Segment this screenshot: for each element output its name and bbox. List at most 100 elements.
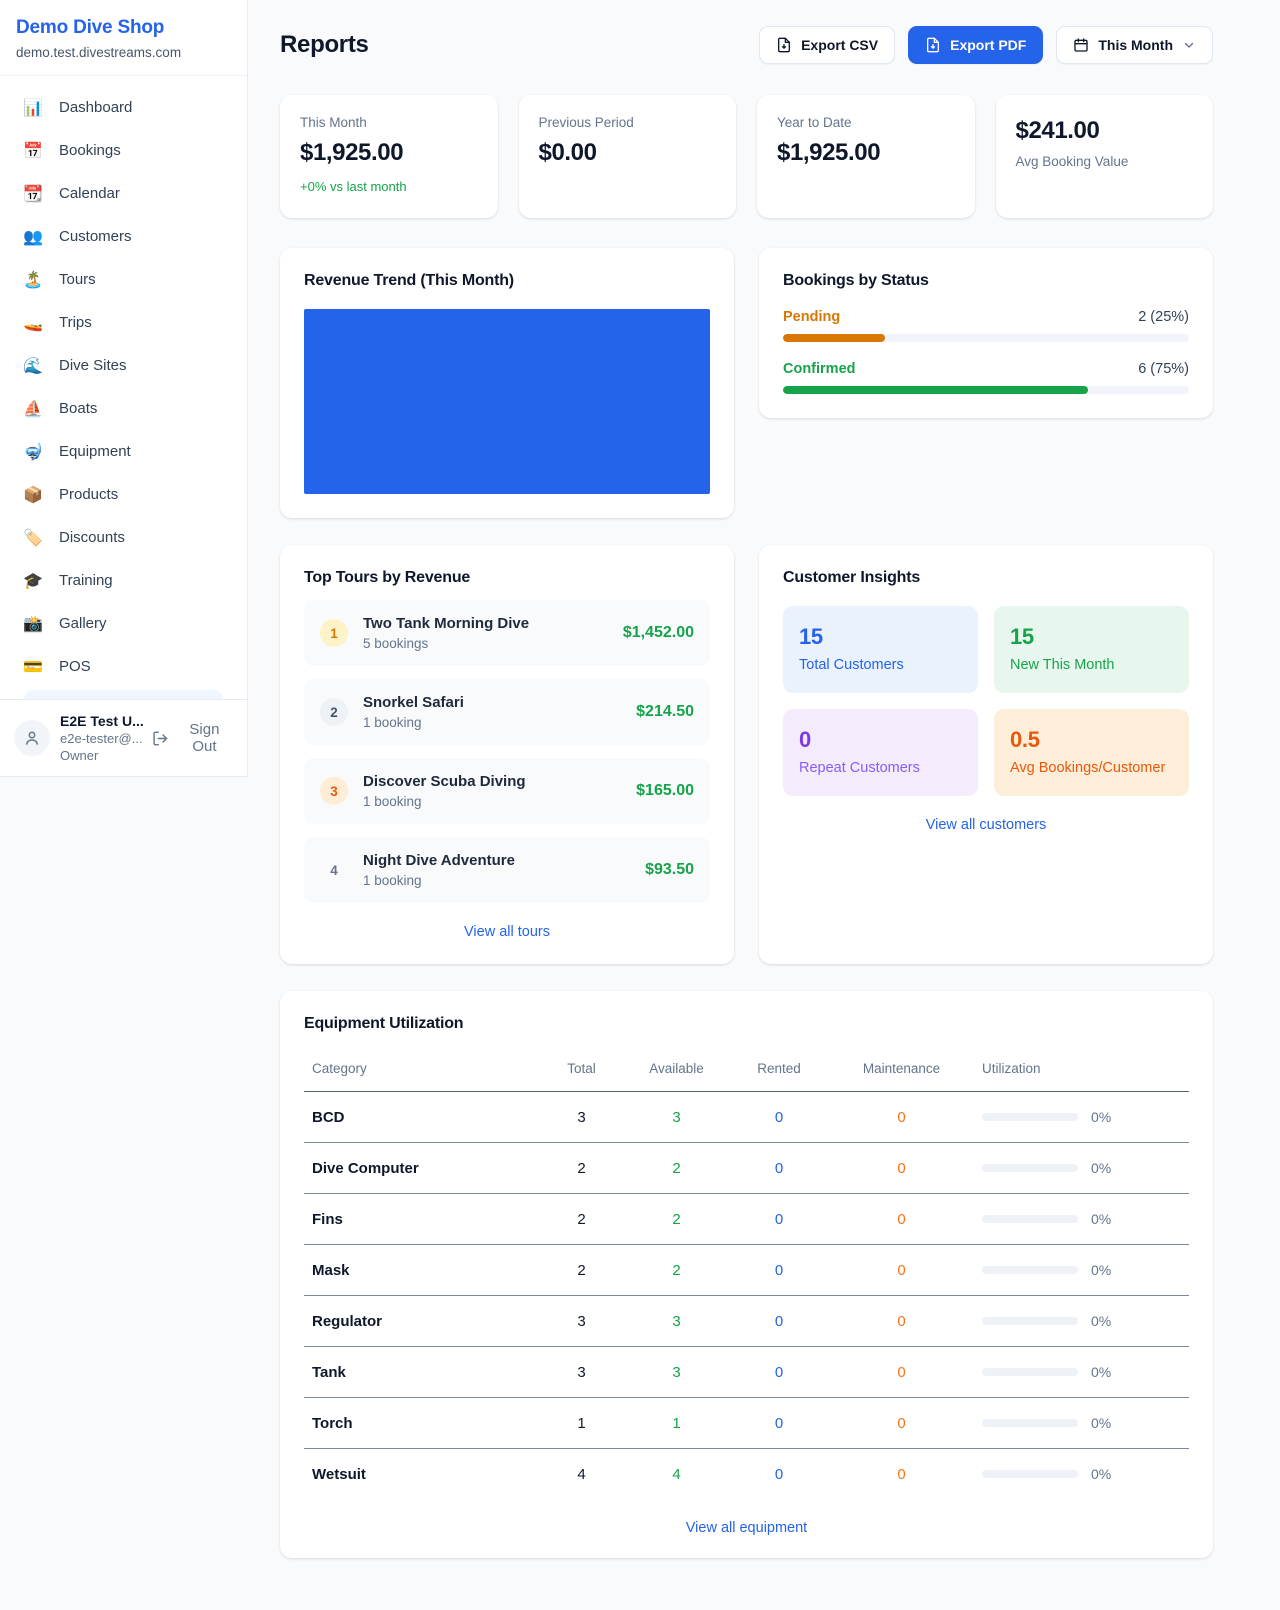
revenue-trend-chart [304, 309, 710, 494]
utilization-cell: 0% [982, 1211, 1181, 1227]
stat-label: Year to Date [777, 115, 852, 130]
utilization-bar [982, 1470, 1078, 1478]
discounts-icon: 🏷️ [23, 529, 43, 547]
utilization-percent: 0% [1091, 1211, 1112, 1227]
sign-out-icon [153, 731, 168, 745]
equipment-table: Category Total Available Rented Maintena… [304, 1049, 1189, 1499]
cell-category: Mask [304, 1244, 539, 1296]
tile-label: Total Customers [799, 657, 904, 673]
utilization-percent: 0% [1091, 1313, 1112, 1329]
calendar-icon: 📆 [23, 185, 43, 203]
sidebar-item-pos[interactable]: 💳 POS [12, 645, 235, 688]
utilization-cell: 0% [982, 1160, 1181, 1176]
sidebar-item-discounts[interactable]: 🏷️ Discounts [12, 516, 235, 559]
training-icon: 🎓 [23, 572, 43, 590]
cell-category: Wetsuit [312, 1465, 366, 1483]
sidebar-item-label: Discounts [59, 529, 125, 546]
sidebar-item-equipment[interactable]: 🤿 Equipment [12, 430, 235, 473]
utilization-bar [982, 1317, 1078, 1325]
sidebar-item-bookings[interactable]: 📅 Bookings [12, 129, 235, 172]
utilization-cell: 0% [982, 1262, 1181, 1278]
bookings-by-status-panel: Bookings by Status Pending 2 (25%) Confi… [759, 248, 1213, 418]
tour-row[interactable]: 2 Snorkel Safari 1 booking $214.50 [304, 679, 710, 745]
utilization-percent: 0% [1091, 1466, 1112, 1482]
period-dropdown[interactable]: This Month [1056, 26, 1213, 64]
cell-rented: 0 [729, 1397, 829, 1449]
tour-name: Night Dive Adventure [363, 852, 515, 869]
view-all-tours-link[interactable]: View all tours [464, 924, 550, 940]
top-tours-panel: Top Tours by Revenue 1 Two Tank Morning … [280, 545, 734, 964]
utilization-cell: 0% [982, 1364, 1181, 1380]
tile-repeat-customers: 0 Repeat Customers [783, 709, 978, 796]
tile-value: 0.5 [1010, 727, 1040, 752]
tour-row[interactable]: 4 Night Dive Adventure 1 booking $93.50 [304, 837, 710, 903]
sidebar: Demo Dive Shop demo.test.divestreams.com… [0, 0, 248, 777]
cell-total: 4 [577, 1465, 586, 1483]
cell-rented: 0 [729, 1295, 829, 1347]
table-row: Mask 2 2 0 0 0% [304, 1244, 1189, 1296]
sidebar-item-label: Dashboard [59, 99, 133, 116]
sidebar-item-customers[interactable]: 👥 Customers [12, 215, 235, 258]
sign-out-button[interactable]: Sign Out [152, 721, 233, 755]
user-email: e2e-tester@... [60, 731, 143, 746]
tour-amount: $214.50 [636, 703, 694, 720]
table-row: Fins 2 2 0 0 0% [304, 1193, 1189, 1245]
tour-row[interactable]: 1 Two Tank Morning Dive 5 bookings $1,45… [304, 600, 710, 666]
utilization-cell: 0% [982, 1313, 1181, 1329]
tile-total-customers: 15 Total Customers [783, 606, 978, 693]
cell-category: Fins [304, 1193, 539, 1245]
tours-icon: 🏝️ [23, 271, 43, 289]
export-csv-button[interactable]: Export CSV [759, 26, 896, 64]
cell-maintenance: 0 [897, 1465, 906, 1483]
tour-amount: $1,452.00 [622, 624, 694, 641]
cell-total: 3 [539, 1346, 624, 1398]
utilization-percent: 0% [1091, 1262, 1112, 1278]
products-icon: 📦 [23, 486, 43, 504]
status-label: Pending [783, 309, 841, 325]
sidebar-item-training[interactable]: 🎓 Training [12, 559, 235, 602]
tour-bookings: 5 bookings [363, 636, 429, 651]
customer-insights-panel: Customer Insights 15 Total Customers 15 … [759, 545, 1213, 964]
file-download-icon [927, 37, 940, 53]
header-actions: Export CSV Export PDF This Month [759, 26, 1213, 64]
status-label: Confirmed [783, 361, 856, 377]
tour-bookings: 1 booking [363, 715, 422, 730]
utilization-percent: 0% [1091, 1415, 1112, 1431]
shop-domain: demo.test.divestreams.com [16, 45, 182, 60]
sidebar-item-trips[interactable]: 🚤 Trips [12, 301, 235, 344]
stat-value: $241.00 [1015, 117, 1100, 144]
utilization-bar [982, 1419, 1078, 1427]
utilization-bar [982, 1113, 1078, 1121]
sidebar-item-tours[interactable]: 🏝️ Tours [12, 258, 235, 301]
sidebar-item-reports-partial[interactable] [24, 690, 223, 699]
view-all-equipment-link[interactable]: View all equipment [685, 1520, 808, 1536]
cell-maintenance: 0 [829, 1295, 974, 1347]
bookings-by-status-title: Bookings by Status [783, 272, 929, 289]
insight-tiles: 15 Total Customers 15 New This Month 0 R… [783, 606, 1189, 796]
cell-available: 2 [624, 1193, 729, 1245]
utilization-bar [982, 1368, 1078, 1376]
sidebar-item-products[interactable]: 📦 Products [12, 473, 235, 516]
sidebar-item-calendar[interactable]: 📆 Calendar [12, 172, 235, 215]
tour-row[interactable]: 3 Discover Scuba Diving 1 booking $165.0… [304, 758, 710, 824]
equipment-utilization-title: Equipment Utilization [304, 1015, 464, 1032]
revenue-trend-panel: Revenue Trend (This Month) [280, 248, 734, 518]
status-row-confirmed: Confirmed 6 (75%) [783, 361, 1189, 394]
stat-card-avg-booking-value: $241.00 Avg Booking Value [995, 95, 1213, 218]
sidebar-item-dive-sites[interactable]: 🌊 Dive Sites [12, 344, 235, 387]
user-icon [26, 731, 38, 745]
view-all-customers-link[interactable]: View all customers [925, 817, 1047, 833]
tile-label: New This Month [1010, 657, 1115, 673]
export-pdf-button[interactable]: Export PDF [908, 26, 1044, 64]
cell-maintenance: 0 [829, 1346, 974, 1398]
cell-rented: 0 [729, 1091, 829, 1143]
status-row-pending: Pending 2 (25%) [783, 309, 1189, 342]
cell-rented: 0 [729, 1346, 829, 1398]
page-header: Reports Export CSV Export PDF This Month [280, 26, 1213, 64]
sidebar-item-dashboard[interactable]: 📊 Dashboard [12, 86, 235, 129]
cell-category: Dive Computer [304, 1142, 539, 1194]
sidebar-item-gallery[interactable]: 📸 Gallery [12, 602, 235, 645]
cell-total: 2 [539, 1142, 624, 1194]
sidebar-item-boats[interactable]: ⛵ Boats [12, 387, 235, 430]
stat-cards: This Month $1,925.00 +0% vs last month P… [280, 95, 1213, 218]
